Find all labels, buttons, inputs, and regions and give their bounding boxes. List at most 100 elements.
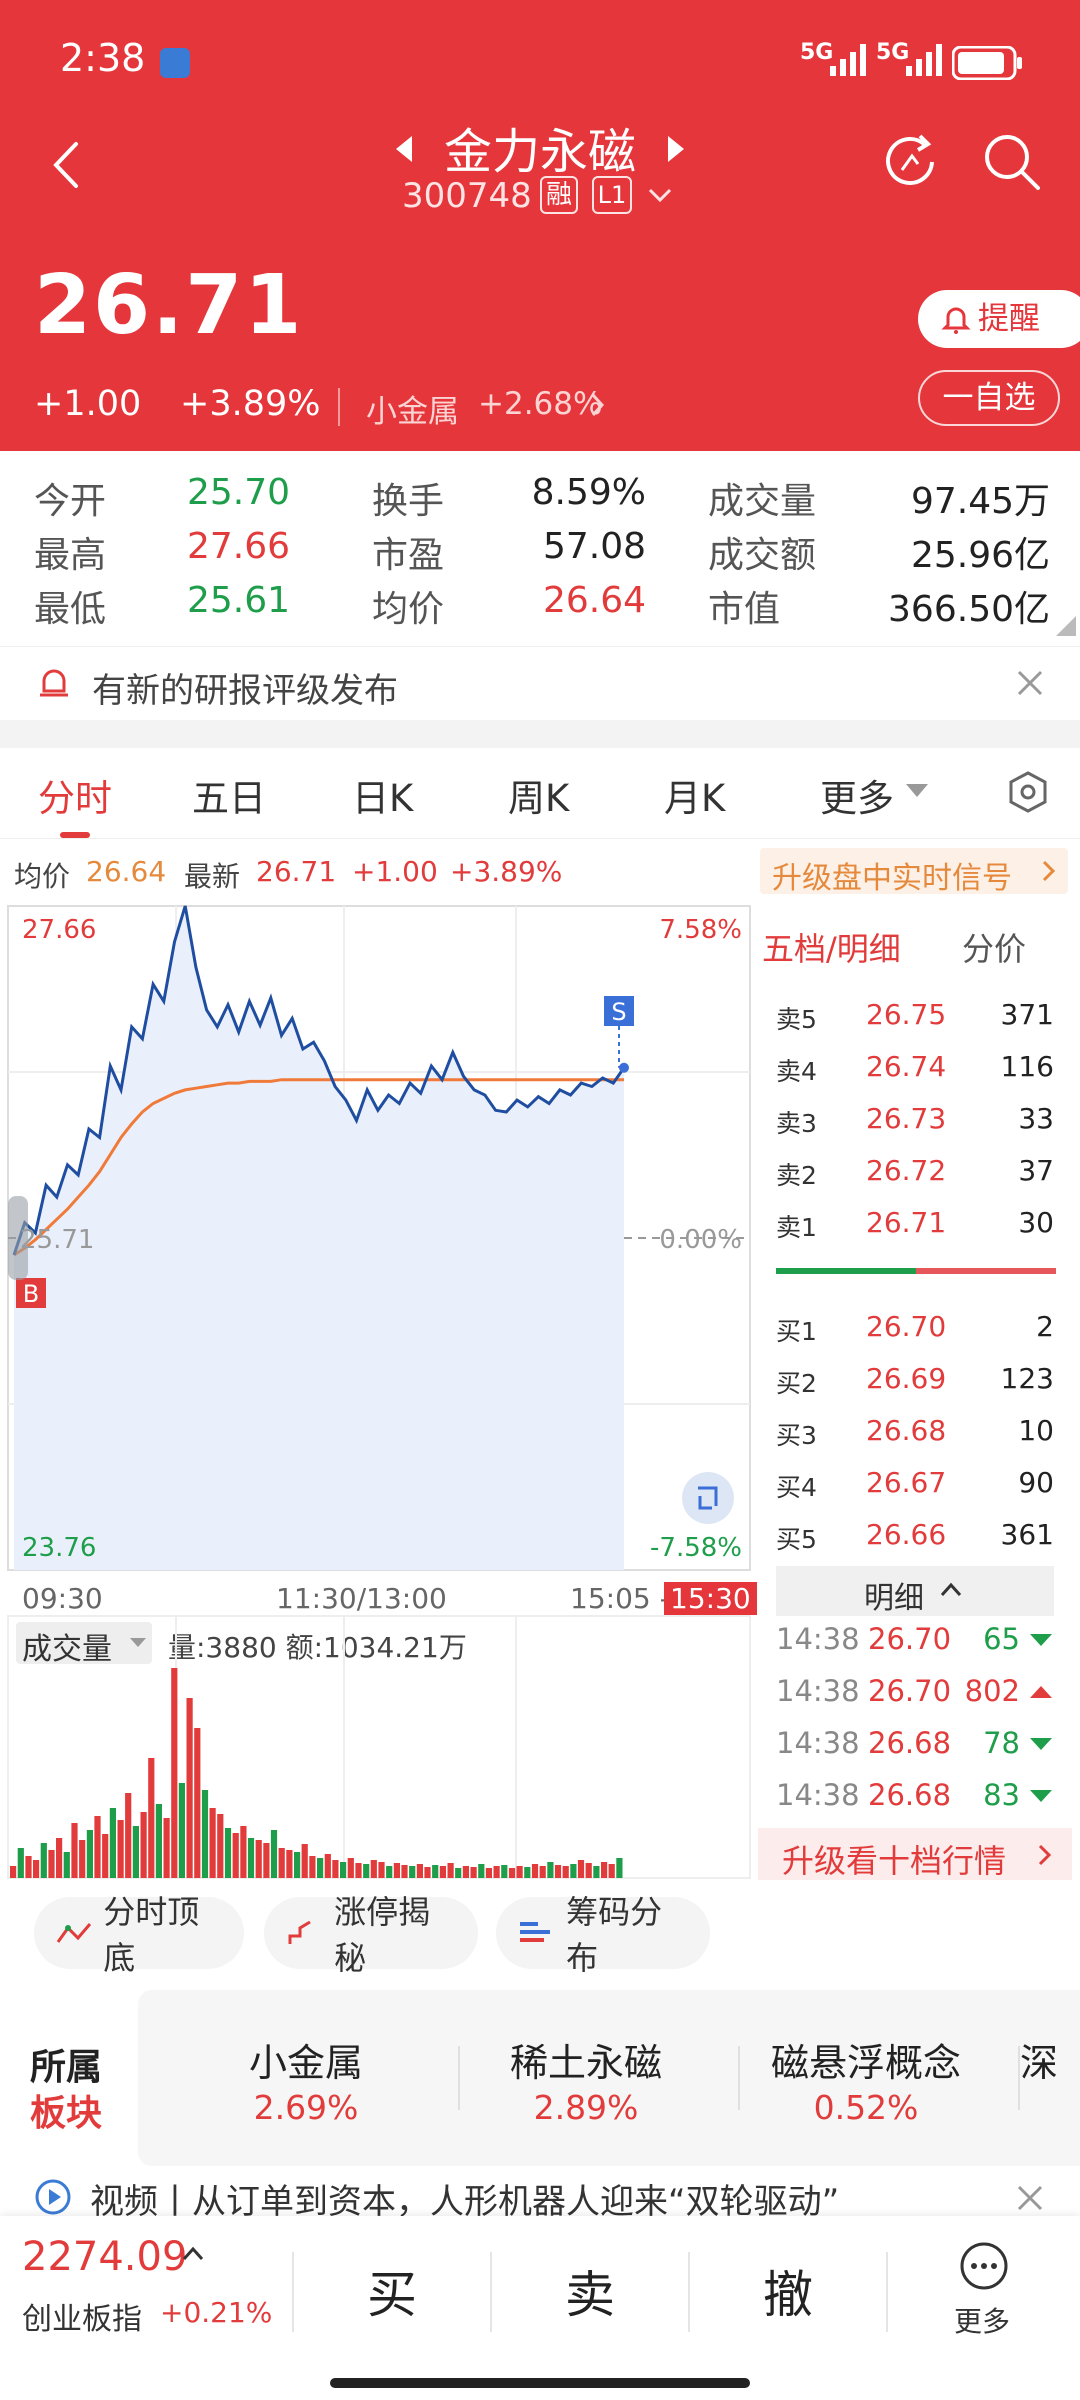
upgrade-signal-button[interactable]: 升级盘中实时信号 (760, 848, 1068, 896)
ask-price[interactable]: 26.73 (866, 1102, 947, 1135)
volume-bar (148, 1758, 155, 1878)
ask-price[interactable]: 26.74 (866, 1050, 947, 1083)
volume-bar (547, 1862, 554, 1878)
alert-button[interactable]: 提醒 (918, 290, 1080, 348)
fullscreen-button[interactable] (682, 1472, 734, 1524)
pct-label-top: 7.58% (659, 915, 742, 945)
chevron-down-icon (130, 1638, 146, 1647)
sector-scroller[interactable] (138, 1990, 1080, 2166)
tool-chip-distribution-button[interactable]: 筹码分布 (496, 1893, 710, 1977)
volume-bar (616, 1858, 623, 1878)
volume-bar (270, 1830, 278, 1878)
ask-price[interactable]: 26.72 (866, 1154, 947, 1187)
buy-button[interactable]: 买 (367, 2266, 417, 2324)
prev-stock-icon[interactable] (396, 136, 416, 162)
quote-label: 最低 (34, 589, 107, 630)
tab-2[interactable]: 日K (352, 777, 414, 820)
volume-bar (601, 1862, 608, 1878)
volume-bar (40, 1843, 47, 1878)
intraday-chart[interactable]: 27.66 7.58% 25.71 0.00% 23.76 -7.58% B S (0, 900, 760, 1580)
quote-label: 最高 (34, 535, 107, 576)
index-name[interactable]: 创业板指 (22, 2302, 142, 2337)
sector-item-name[interactable]: 小金属 (248, 2041, 363, 2085)
volume-bar (455, 1868, 462, 1878)
sell-marker-label: S (611, 998, 626, 1026)
sector-item-name[interactable]: 磁悬浮概念 (770, 2041, 961, 2085)
buy-marker[interactable] (16, 1278, 46, 1308)
y-label-top: 27.66 (22, 915, 96, 945)
more-label[interactable]: 更多 (954, 2305, 1011, 2338)
volume-bar (155, 1804, 162, 1878)
expand-corner-icon[interactable] (1056, 616, 1076, 636)
index-value[interactable]: 2274.09 (22, 2234, 188, 2280)
cancel-order-button[interactable]: 撤 (763, 2266, 813, 2324)
bid-qty: 2 (1036, 1310, 1054, 1343)
chart-drag-handle[interactable] (8, 1196, 28, 1280)
chevron-down-icon[interactable] (648, 188, 672, 204)
quote-label: 换手 (372, 481, 445, 522)
bid-price[interactable]: 26.66 (866, 1518, 947, 1551)
volume-bar (10, 1866, 17, 1878)
tab-3[interactable]: 周K (508, 777, 570, 820)
sell-button[interactable]: 卖 (565, 2266, 615, 2324)
upgrade-level10-button[interactable]: 升级看十档行情 (758, 1828, 1072, 1880)
notice-bar[interactable]: 有新的研报评级发布 (0, 646, 1080, 720)
tab-1[interactable]: 五日 (192, 777, 266, 820)
watchlist-button[interactable]: 一自选 (918, 370, 1060, 426)
tool-limit-up-button[interactable]: 涨停揭秘 (264, 1893, 478, 1977)
chevron-down-icon-more[interactable] (906, 784, 928, 798)
sector-item-change[interactable]: 2.89% (533, 2088, 639, 2127)
back-arrow-icon[interactable] (48, 140, 84, 190)
tab-0[interactable]: 分时 (38, 777, 112, 820)
latest-change-pct: +3.89% (450, 855, 563, 888)
sector-item-change[interactable]: 2.69% (253, 2088, 359, 2127)
volume-bar (317, 1858, 324, 1878)
volume-indicator-select[interactable]: 成交量 (16, 1622, 152, 1667)
search-icon[interactable] (982, 132, 1042, 192)
tab-4[interactable]: 月K (664, 777, 726, 820)
volume-bar (370, 1860, 377, 1878)
bid-price[interactable]: 26.69 (866, 1362, 947, 1395)
tick-time: 14:38 (776, 1674, 860, 1708)
volume-chart[interactable] (0, 1612, 760, 1882)
index-change[interactable]: +0.21% (160, 2296, 273, 2329)
detail-toggle[interactable]: 明细 (776, 1566, 1054, 1616)
bid-price[interactable]: 26.67 (866, 1466, 947, 1499)
alert-label: 提醒 (978, 301, 1040, 337)
signal-5g-icon: 5G (800, 40, 834, 65)
tick-qty: 65 (983, 1622, 1020, 1656)
ask-price[interactable]: 26.71 (866, 1206, 947, 1239)
volume-bar (178, 1783, 185, 1878)
sector-change[interactable]: +2.68% (478, 386, 603, 422)
latest-label: 最新 (184, 860, 241, 893)
settings-hexagon-icon[interactable] (1006, 770, 1050, 814)
sector-item-change[interactable]: 0.52% (813, 2088, 919, 2127)
tab-5[interactable]: 更多 (820, 777, 894, 820)
order-book-tab[interactable]: 五档/明细 (762, 930, 901, 968)
battery-icon (952, 46, 1022, 80)
chevron-right-icon[interactable] (590, 392, 606, 418)
chevron-up-icon[interactable] (182, 2246, 204, 2262)
volume-bar (462, 1866, 469, 1878)
ask-price[interactable]: 26.75 (866, 998, 947, 1031)
divider (738, 2046, 740, 2110)
close-icon[interactable] (1016, 2184, 1044, 2212)
close-icon[interactable] (1016, 669, 1044, 697)
bid-price[interactable]: 26.70 (866, 1310, 947, 1343)
sell-marker[interactable] (604, 996, 634, 1026)
refresh-icon[interactable] (880, 130, 940, 190)
price-line (12, 905, 626, 1256)
sector-name[interactable]: 小金属 (366, 394, 459, 430)
volume-bar (332, 1860, 339, 1878)
next-stock-icon[interactable] (664, 136, 684, 162)
bid-price[interactable]: 26.68 (866, 1414, 947, 1447)
price-distribution-tab[interactable]: 分价 (962, 930, 1027, 968)
volume-bar (86, 1830, 93, 1878)
news-bar[interactable]: 视频丨从订单到资本，人形机器人迎来“双轮驱动” (0, 2168, 1080, 2224)
sector-section-label-bottom: 板块 (30, 2093, 103, 2134)
more-menu-icon[interactable] (958, 2240, 1010, 2292)
tool-top-bottom-button[interactable]: 分时顶底 (34, 1893, 244, 1977)
sector-item-name[interactable]: 稀土永磁 (509, 2041, 662, 2085)
quote-value: 25.96亿 (910, 535, 1050, 576)
sector-item-name[interactable]: 深 (1020, 2041, 1059, 2085)
